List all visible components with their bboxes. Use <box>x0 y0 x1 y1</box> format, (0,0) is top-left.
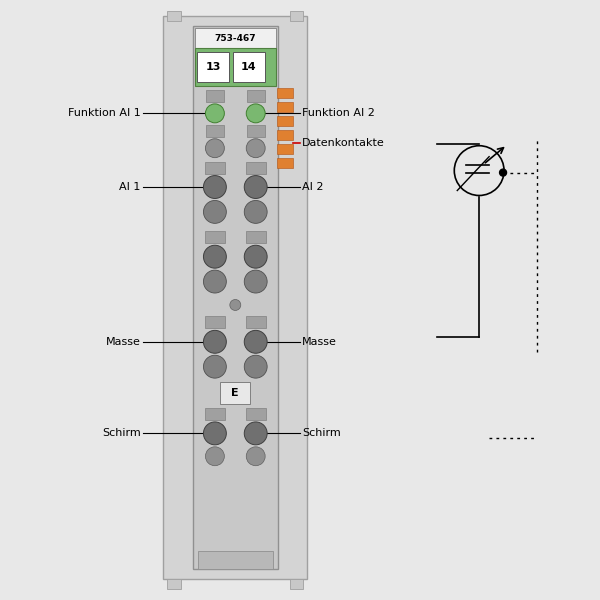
Circle shape <box>244 176 267 199</box>
FancyBboxPatch shape <box>197 52 229 82</box>
FancyBboxPatch shape <box>195 48 275 86</box>
FancyBboxPatch shape <box>233 52 265 82</box>
Circle shape <box>244 355 267 378</box>
Text: E: E <box>232 388 239 398</box>
FancyBboxPatch shape <box>206 125 224 137</box>
Circle shape <box>203 176 226 199</box>
Text: Masse: Masse <box>302 337 337 347</box>
FancyBboxPatch shape <box>247 90 265 102</box>
Circle shape <box>205 447 224 466</box>
FancyBboxPatch shape <box>247 125 265 137</box>
FancyBboxPatch shape <box>277 88 293 98</box>
Text: 13: 13 <box>205 62 221 72</box>
Circle shape <box>244 331 267 353</box>
Circle shape <box>203 355 226 378</box>
FancyBboxPatch shape <box>205 408 225 420</box>
FancyBboxPatch shape <box>205 232 225 243</box>
Text: Funktion AI 1: Funktion AI 1 <box>68 109 141 118</box>
FancyBboxPatch shape <box>195 28 275 48</box>
FancyBboxPatch shape <box>290 11 304 21</box>
Circle shape <box>203 270 226 293</box>
FancyBboxPatch shape <box>193 26 278 569</box>
FancyBboxPatch shape <box>277 130 293 140</box>
Text: AI 1: AI 1 <box>119 182 141 192</box>
FancyBboxPatch shape <box>290 579 304 589</box>
FancyBboxPatch shape <box>205 316 225 328</box>
FancyBboxPatch shape <box>205 161 225 173</box>
Text: 753-467: 753-467 <box>214 34 256 43</box>
Text: AI 2: AI 2 <box>302 182 323 192</box>
Text: Datenkontakte: Datenkontakte <box>302 138 385 148</box>
FancyBboxPatch shape <box>167 579 181 589</box>
Circle shape <box>244 270 267 293</box>
FancyBboxPatch shape <box>277 144 293 154</box>
Circle shape <box>203 331 226 353</box>
Circle shape <box>244 422 267 445</box>
Circle shape <box>244 200 267 223</box>
Circle shape <box>230 299 241 310</box>
FancyBboxPatch shape <box>163 16 307 579</box>
Circle shape <box>244 245 267 268</box>
FancyBboxPatch shape <box>277 158 293 167</box>
FancyBboxPatch shape <box>277 116 293 126</box>
FancyBboxPatch shape <box>198 551 272 569</box>
FancyBboxPatch shape <box>246 316 266 328</box>
Circle shape <box>500 169 506 176</box>
FancyBboxPatch shape <box>277 102 293 112</box>
Circle shape <box>205 104 224 123</box>
FancyBboxPatch shape <box>246 232 266 243</box>
Circle shape <box>246 447 265 466</box>
Circle shape <box>246 139 265 158</box>
FancyBboxPatch shape <box>167 11 181 21</box>
Text: Schirm: Schirm <box>302 428 341 439</box>
Circle shape <box>203 422 226 445</box>
Text: Funktion AI 2: Funktion AI 2 <box>302 109 375 118</box>
Circle shape <box>246 104 265 123</box>
Text: 14: 14 <box>241 62 257 72</box>
Circle shape <box>203 200 226 223</box>
FancyBboxPatch shape <box>246 408 266 420</box>
FancyBboxPatch shape <box>206 90 224 102</box>
Text: Schirm: Schirm <box>102 428 141 439</box>
Circle shape <box>205 139 224 158</box>
FancyBboxPatch shape <box>220 382 250 404</box>
FancyBboxPatch shape <box>246 161 266 173</box>
Text: Masse: Masse <box>106 337 141 347</box>
Circle shape <box>203 245 226 268</box>
